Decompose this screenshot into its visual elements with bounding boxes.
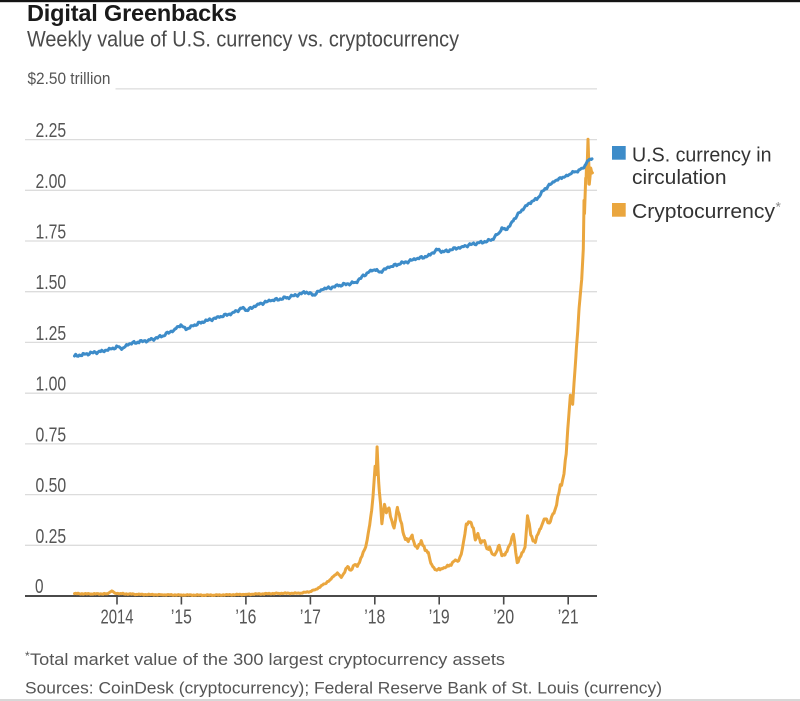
svg-text:0.50: 0.50: [36, 475, 67, 497]
svg-text:’19: ’19: [429, 607, 450, 629]
svg-text:’20: ’20: [493, 607, 514, 629]
svg-text:2014: 2014: [101, 607, 134, 629]
svg-text:circulation: circulation: [632, 167, 727, 189]
svg-text:’17: ’17: [300, 607, 321, 629]
svg-text:0.25: 0.25: [36, 526, 67, 548]
svg-text:’21: ’21: [558, 607, 579, 629]
svg-text:Sources: CoinDesk (cryptocurre: Sources: CoinDesk (cryptocurrency); Fede…: [25, 679, 662, 698]
svg-text:2.25: 2.25: [36, 120, 67, 142]
svg-text:’16: ’16: [235, 607, 256, 629]
svg-text:’18: ’18: [364, 607, 385, 629]
svg-text:’15: ’15: [171, 607, 192, 629]
svg-text:1.00: 1.00: [36, 374, 67, 396]
svg-text:Digital Greenbacks: Digital Greenbacks: [27, 0, 237, 26]
svg-text:$2.50 trillion: $2.50 trillion: [28, 69, 111, 88]
svg-text:Cryptocurrency: Cryptocurrency: [632, 201, 775, 223]
svg-text:1.50: 1.50: [36, 272, 67, 294]
svg-text:Total market value of the 300: Total market value of the 300 largest cr…: [30, 650, 505, 669]
svg-text:*: *: [776, 199, 782, 215]
svg-text:Weekly value of U.S. currency: Weekly value of U.S. currency vs. crypto…: [27, 27, 460, 52]
svg-text:1.25: 1.25: [36, 323, 67, 345]
svg-text:0: 0: [35, 576, 44, 598]
svg-text:0.75: 0.75: [36, 424, 67, 446]
svg-text:U.S. currency in: U.S. currency in: [632, 145, 772, 167]
svg-text:1.75: 1.75: [36, 222, 67, 244]
svg-text:2.00: 2.00: [36, 171, 67, 193]
svg-text:*: *: [25, 649, 30, 663]
